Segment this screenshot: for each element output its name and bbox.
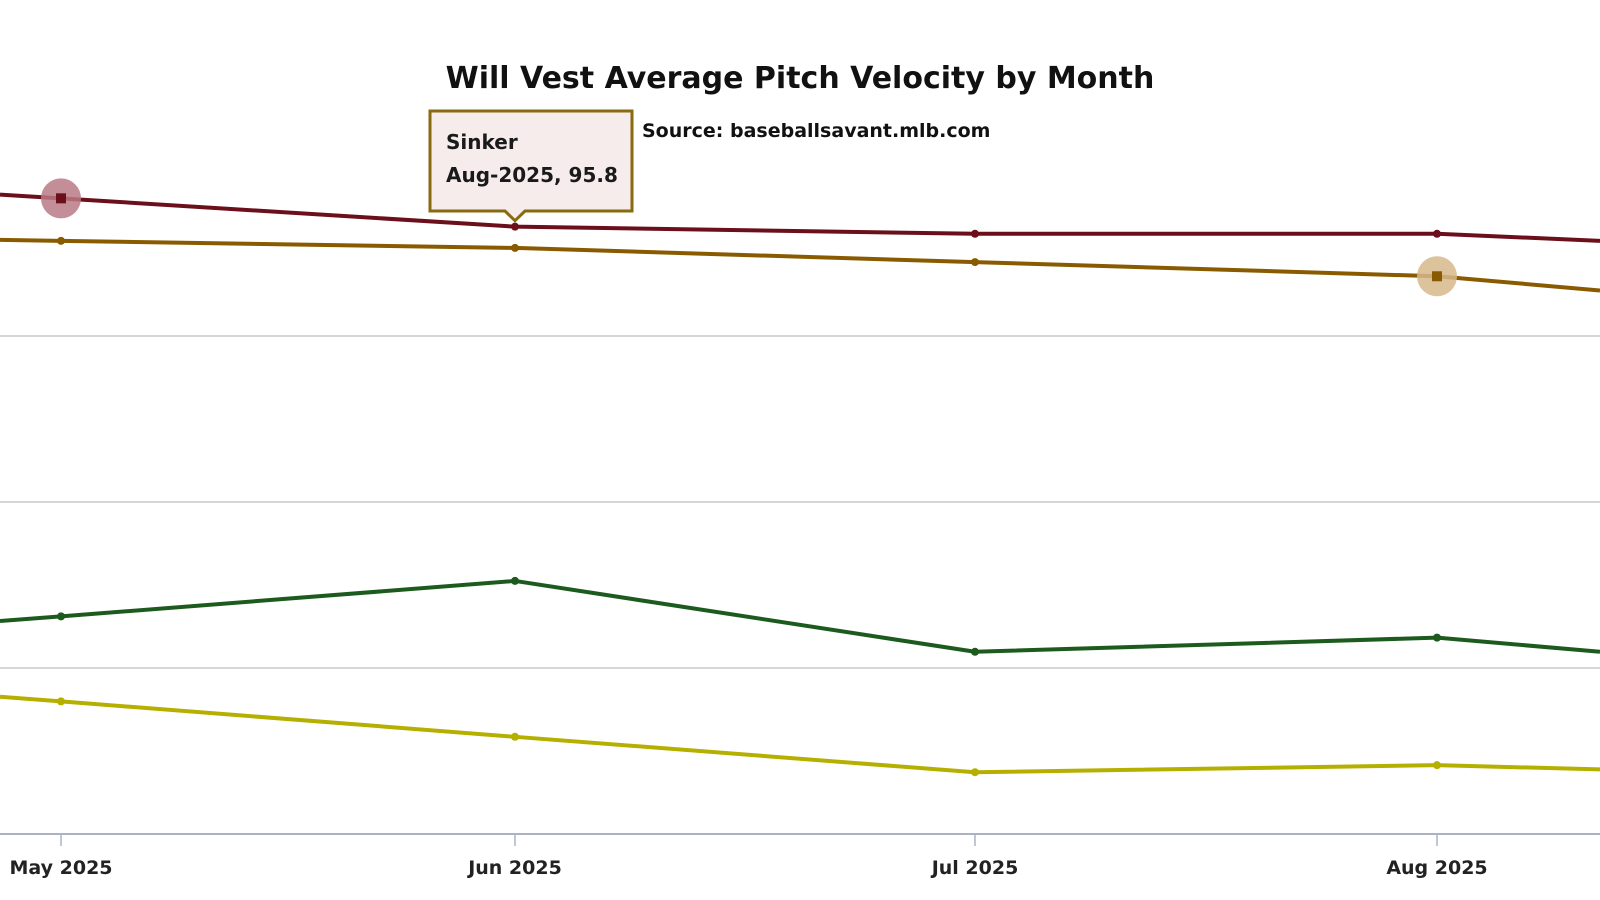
data-point[interactable] [971, 768, 979, 777]
gridlines [0, 335, 1600, 669]
highlight-marker[interactable] [1432, 271, 1442, 282]
tooltip: Sinker Aug-2025, 95.8 [428, 109, 634, 223]
data-point[interactable] [971, 647, 979, 656]
series-sinker [0, 192, 1600, 243]
data-point[interactable] [511, 243, 519, 252]
x-tick-label: Aug 2025 [1386, 857, 1487, 879]
series-line [0, 578, 1600, 654]
x-axis: May 2025 Jun 2025 Jul 2025 Aug 2025 [0, 833, 1600, 879]
data-point[interactable] [511, 576, 519, 585]
series-four-seam-fastball [0, 236, 1600, 293]
x-tick-label: Jun 2025 [466, 857, 562, 879]
tooltip-value: Aug-2025, 95.8 [446, 163, 618, 187]
highlight-marker[interactable] [56, 193, 66, 204]
data-point[interactable] [971, 229, 979, 238]
series-group [0, 192, 1600, 777]
data-point[interactable] [1433, 229, 1441, 238]
series-slider [0, 576, 1600, 656]
series-line [0, 192, 1600, 243]
data-point[interactable] [511, 732, 519, 741]
series-line [0, 237, 1600, 293]
data-point[interactable] [57, 697, 65, 706]
x-tick-label: May 2025 [9, 857, 112, 879]
tooltip-series: Sinker [446, 130, 518, 154]
highlight-group [41, 178, 1457, 297]
data-point[interactable] [511, 222, 519, 231]
data-point[interactable] [57, 236, 65, 245]
data-point[interactable] [971, 258, 979, 267]
chart-title: Will Vest Average Pitch Velocity by Mont… [446, 61, 1155, 96]
tooltip-box [428, 109, 634, 223]
data-point[interactable] [57, 612, 65, 621]
series-changeup [0, 694, 1600, 777]
data-point[interactable] [1433, 633, 1441, 642]
x-tick-label: Jul 2025 [930, 857, 1019, 879]
chart-subtitle: Source: baseballsavant.mlb.com [642, 120, 990, 142]
series-line [0, 694, 1600, 775]
data-point[interactable] [1433, 761, 1441, 770]
